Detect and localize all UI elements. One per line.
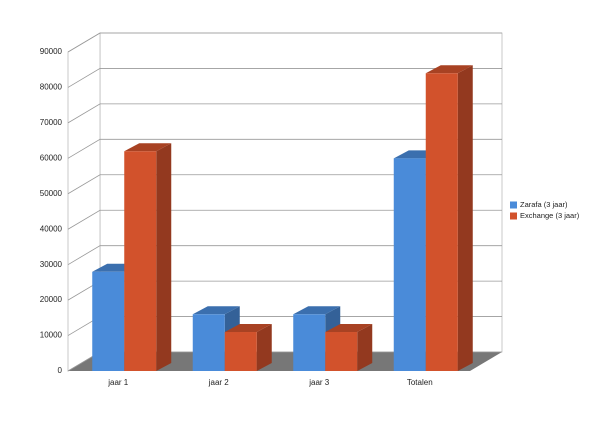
bar-top: [124, 143, 172, 152]
grid-line: [67, 103, 502, 124]
y-tick-label: 40000: [40, 224, 63, 233]
y-tick-label: 70000: [40, 118, 63, 127]
bar: [325, 324, 373, 371]
bar-front: [192, 314, 225, 371]
y-tick-label: 10000: [40, 331, 63, 340]
bar-top: [293, 306, 341, 315]
bar-front: [224, 332, 257, 371]
grid-line: [67, 245, 502, 266]
bar-side: [357, 324, 373, 371]
grid-line: [67, 138, 502, 159]
bar-top: [425, 65, 473, 74]
x-tick-label: jaar 1: [107, 378, 129, 387]
bar-top: [325, 324, 373, 333]
bar-side: [156, 143, 172, 371]
grid-line: [67, 68, 502, 88]
legend-label: Zarafa (3 jaar): [520, 200, 568, 209]
y-tick-label: 50000: [40, 189, 63, 198]
grid-line: [67, 209, 502, 230]
grid-line: [67, 174, 502, 195]
bar-side: [256, 324, 272, 371]
bar-front: [393, 158, 426, 371]
bar-top: [224, 324, 272, 333]
legend-swatch: [510, 212, 517, 220]
bar-side: [457, 65, 473, 372]
legend-label: Exchange (3 jaar): [520, 211, 580, 220]
bar: [124, 143, 172, 371]
y-tick-label: 20000: [40, 295, 63, 304]
y-tick-label: 60000: [40, 153, 63, 162]
bar-top: [192, 306, 240, 315]
floor: [68, 352, 502, 371]
grid-line: [67, 32, 502, 53]
bar: [425, 65, 473, 372]
x-tick-label: jaar 3: [308, 378, 330, 387]
bar-front: [92, 271, 125, 371]
bar: [224, 324, 272, 371]
bar-front: [293, 314, 326, 371]
y-tick-label: 80000: [40, 83, 63, 92]
bar-front: [124, 151, 157, 371]
bar-front: [325, 332, 358, 371]
legend-swatch: [510, 201, 517, 209]
x-tick-label: jaar 2: [208, 378, 230, 387]
bar-front: [425, 73, 458, 372]
x-tick-label: Totalen: [407, 378, 433, 387]
y-tick-label: 0: [58, 366, 63, 375]
y-tick-label: 30000: [40, 260, 63, 269]
y-tick-label: 90000: [40, 47, 63, 56]
